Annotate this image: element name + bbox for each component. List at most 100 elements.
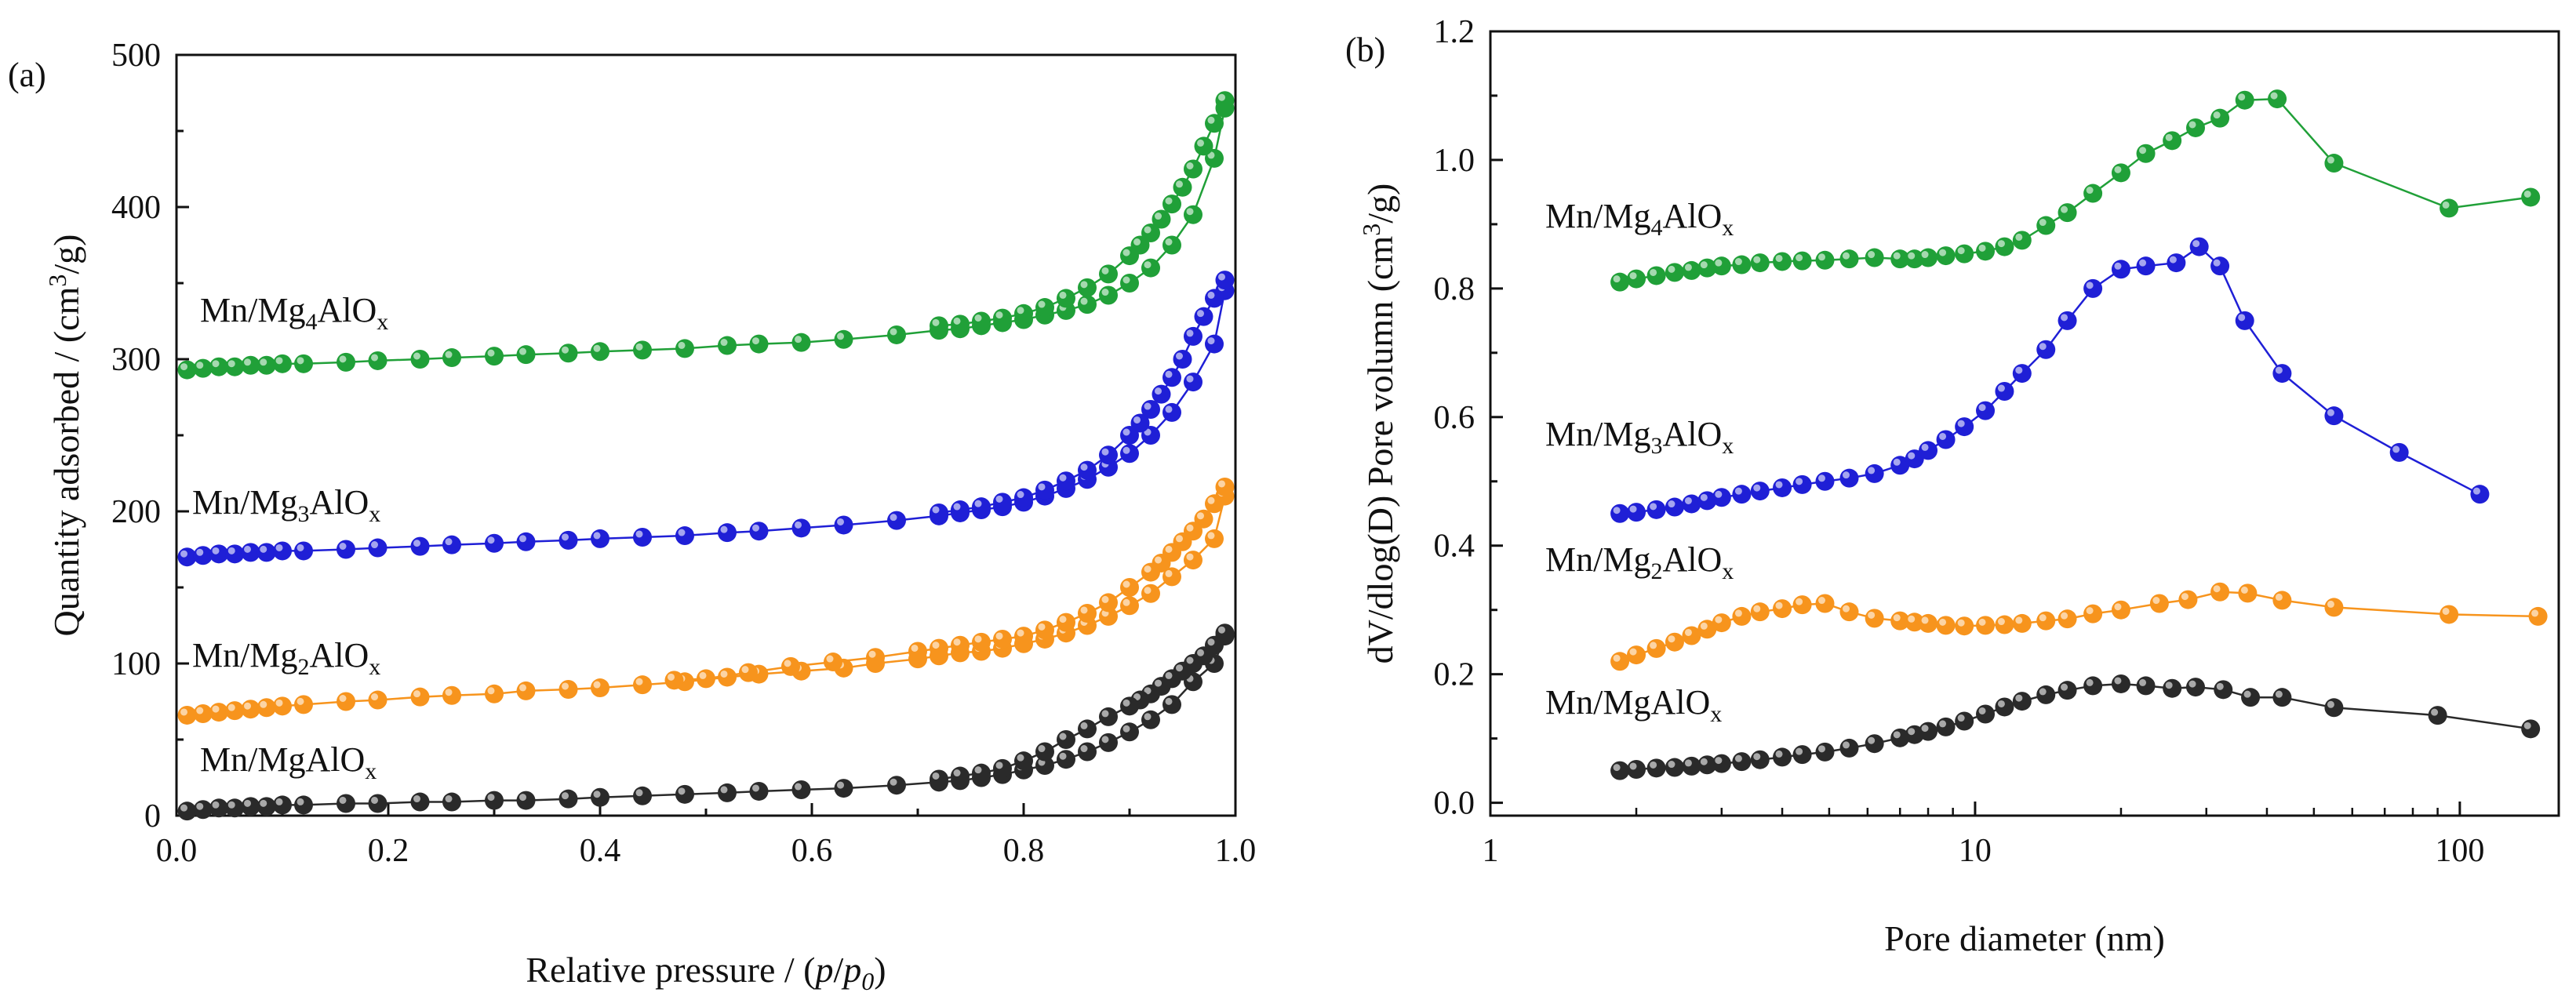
data-point <box>1839 738 1859 758</box>
data-point <box>1839 602 1859 622</box>
adsorption-point <box>368 690 387 710</box>
data-point-highlight <box>1868 736 1876 744</box>
adsorption-point-highlight <box>445 795 453 803</box>
data-point-highlight <box>2165 682 2173 689</box>
data-point-highlight <box>1715 490 1723 498</box>
desorption-point <box>951 500 970 520</box>
adsorption-point <box>1162 235 1181 255</box>
data-point-highlight <box>1978 618 1986 626</box>
adsorption-point-highlight <box>1080 297 1088 305</box>
data-point-highlight <box>1997 240 2005 248</box>
adsorption-point-highlight <box>339 695 347 702</box>
desorption-point-highlight <box>995 311 1003 319</box>
desorption-point-highlight <box>1218 273 1225 281</box>
data-point <box>2210 256 2230 276</box>
data-point-highlight <box>1613 764 1621 772</box>
desorption-point-highlight <box>1176 664 1183 672</box>
data-point-highlight <box>1613 507 1621 514</box>
data-point-highlight <box>1939 618 1947 626</box>
data-point-highlight <box>1842 252 1850 260</box>
desorption-point-highlight <box>974 635 982 643</box>
data-point <box>2324 406 2344 426</box>
data-point <box>2185 678 2205 697</box>
data-point <box>2185 118 2205 137</box>
x-tick-label: 1.0 <box>1215 833 1257 869</box>
desorption-point <box>1099 707 1118 726</box>
data-point <box>2083 676 2103 696</box>
data-point-highlight <box>1734 258 1742 266</box>
adsorption-point <box>1078 742 1097 762</box>
adsorption-point <box>1099 733 1118 752</box>
data-point <box>2210 108 2230 128</box>
adsorption-point-highlight <box>562 792 569 800</box>
desorption-point-highlight <box>1197 512 1204 520</box>
data-point <box>2083 184 2103 203</box>
adsorption-point-highlight <box>795 521 802 529</box>
data-point <box>1919 441 1938 460</box>
data-point-highlight <box>1842 471 1850 479</box>
adsorption-point <box>749 522 769 541</box>
data-point <box>1995 615 2014 634</box>
desorption-point-highlight <box>1155 387 1162 395</box>
panel-b: (b) 1 10 100 0.0 0.2 0.4 0.6 0.8 1.0 1.2 Mn/MgAlO… <box>1345 14 2560 958</box>
adsorption-point <box>337 352 355 372</box>
adsorption-point <box>1184 373 1202 392</box>
data-point <box>1839 468 1859 488</box>
desorption-point-highlight <box>1207 638 1215 646</box>
data-point <box>1712 754 1731 773</box>
data-point <box>2235 90 2254 110</box>
data-point-highlight <box>1908 615 1916 623</box>
panel-a-ticks: 0.0 0.2 0.4 0.6 0.8 1.0 0 100 200 300 400 500 <box>111 38 1256 869</box>
desorption-point-highlight <box>953 503 961 511</box>
y-tick-label: 1.2 <box>1434 14 1475 50</box>
data-point <box>1610 272 1630 292</box>
y-tick-label: 500 <box>111 38 161 74</box>
adsorption-point-highlight <box>244 702 251 710</box>
desorption-point-highlight <box>1101 448 1109 456</box>
data-point-highlight <box>2169 256 2177 264</box>
data-point-highlight <box>1893 731 1901 739</box>
data-point-highlight <box>2061 205 2068 213</box>
desorption-point-highlight <box>868 650 876 658</box>
panel-a-y-axis-title: Quantity adsorbed / (cm3/g) <box>43 234 86 637</box>
adsorption-point-highlight <box>180 550 187 558</box>
adsorption-point <box>337 540 355 559</box>
desorption-point-highlight <box>953 769 961 777</box>
data-point-highlight <box>1796 598 1803 605</box>
adsorption-point-highlight <box>487 687 495 695</box>
data-point-highlight <box>1700 261 1708 269</box>
data-point <box>1750 602 1770 622</box>
adsorption-point <box>749 781 769 801</box>
adsorption-point <box>516 681 536 700</box>
data-point <box>1665 632 1684 652</box>
series-label-Mn/Mg3AlOx: Mn/Mg3AlOx <box>1545 415 1734 459</box>
data-point-highlight <box>2061 314 2068 322</box>
desorption-point-highlight <box>1155 213 1162 220</box>
desorption-point <box>972 632 991 652</box>
data-point-highlight <box>1668 500 1675 508</box>
adsorption-point-highlight <box>635 343 643 351</box>
data-point-highlight <box>2139 678 2147 686</box>
adsorption-point-highlight <box>720 525 728 533</box>
adsorption-point <box>209 703 228 722</box>
adsorption-point-highlight <box>212 360 220 368</box>
data-point <box>2036 685 2056 704</box>
adsorption-point-highlight <box>1144 261 1152 269</box>
adsorption-point-highlight <box>593 791 601 798</box>
data-point-highlight <box>1957 420 1965 427</box>
data-point-highlight <box>2165 133 2173 141</box>
adsorption-point <box>633 786 652 805</box>
desorption-point <box>664 671 684 690</box>
data-point <box>1815 471 1835 491</box>
adsorption-point-highlight <box>1207 532 1215 540</box>
data-point-highlight <box>2039 343 2047 351</box>
y-tick-label: 0.0 <box>1434 786 1475 822</box>
data-point <box>2235 311 2254 330</box>
desorption-point <box>930 316 948 336</box>
data-point-highlight <box>1753 605 1761 613</box>
adsorption-point-highlight <box>212 801 220 809</box>
data-point-highlight <box>2086 678 2094 686</box>
data-point-highlight <box>2531 609 2539 617</box>
adsorption-point <box>193 358 213 378</box>
data-point-highlight <box>2152 597 2160 605</box>
